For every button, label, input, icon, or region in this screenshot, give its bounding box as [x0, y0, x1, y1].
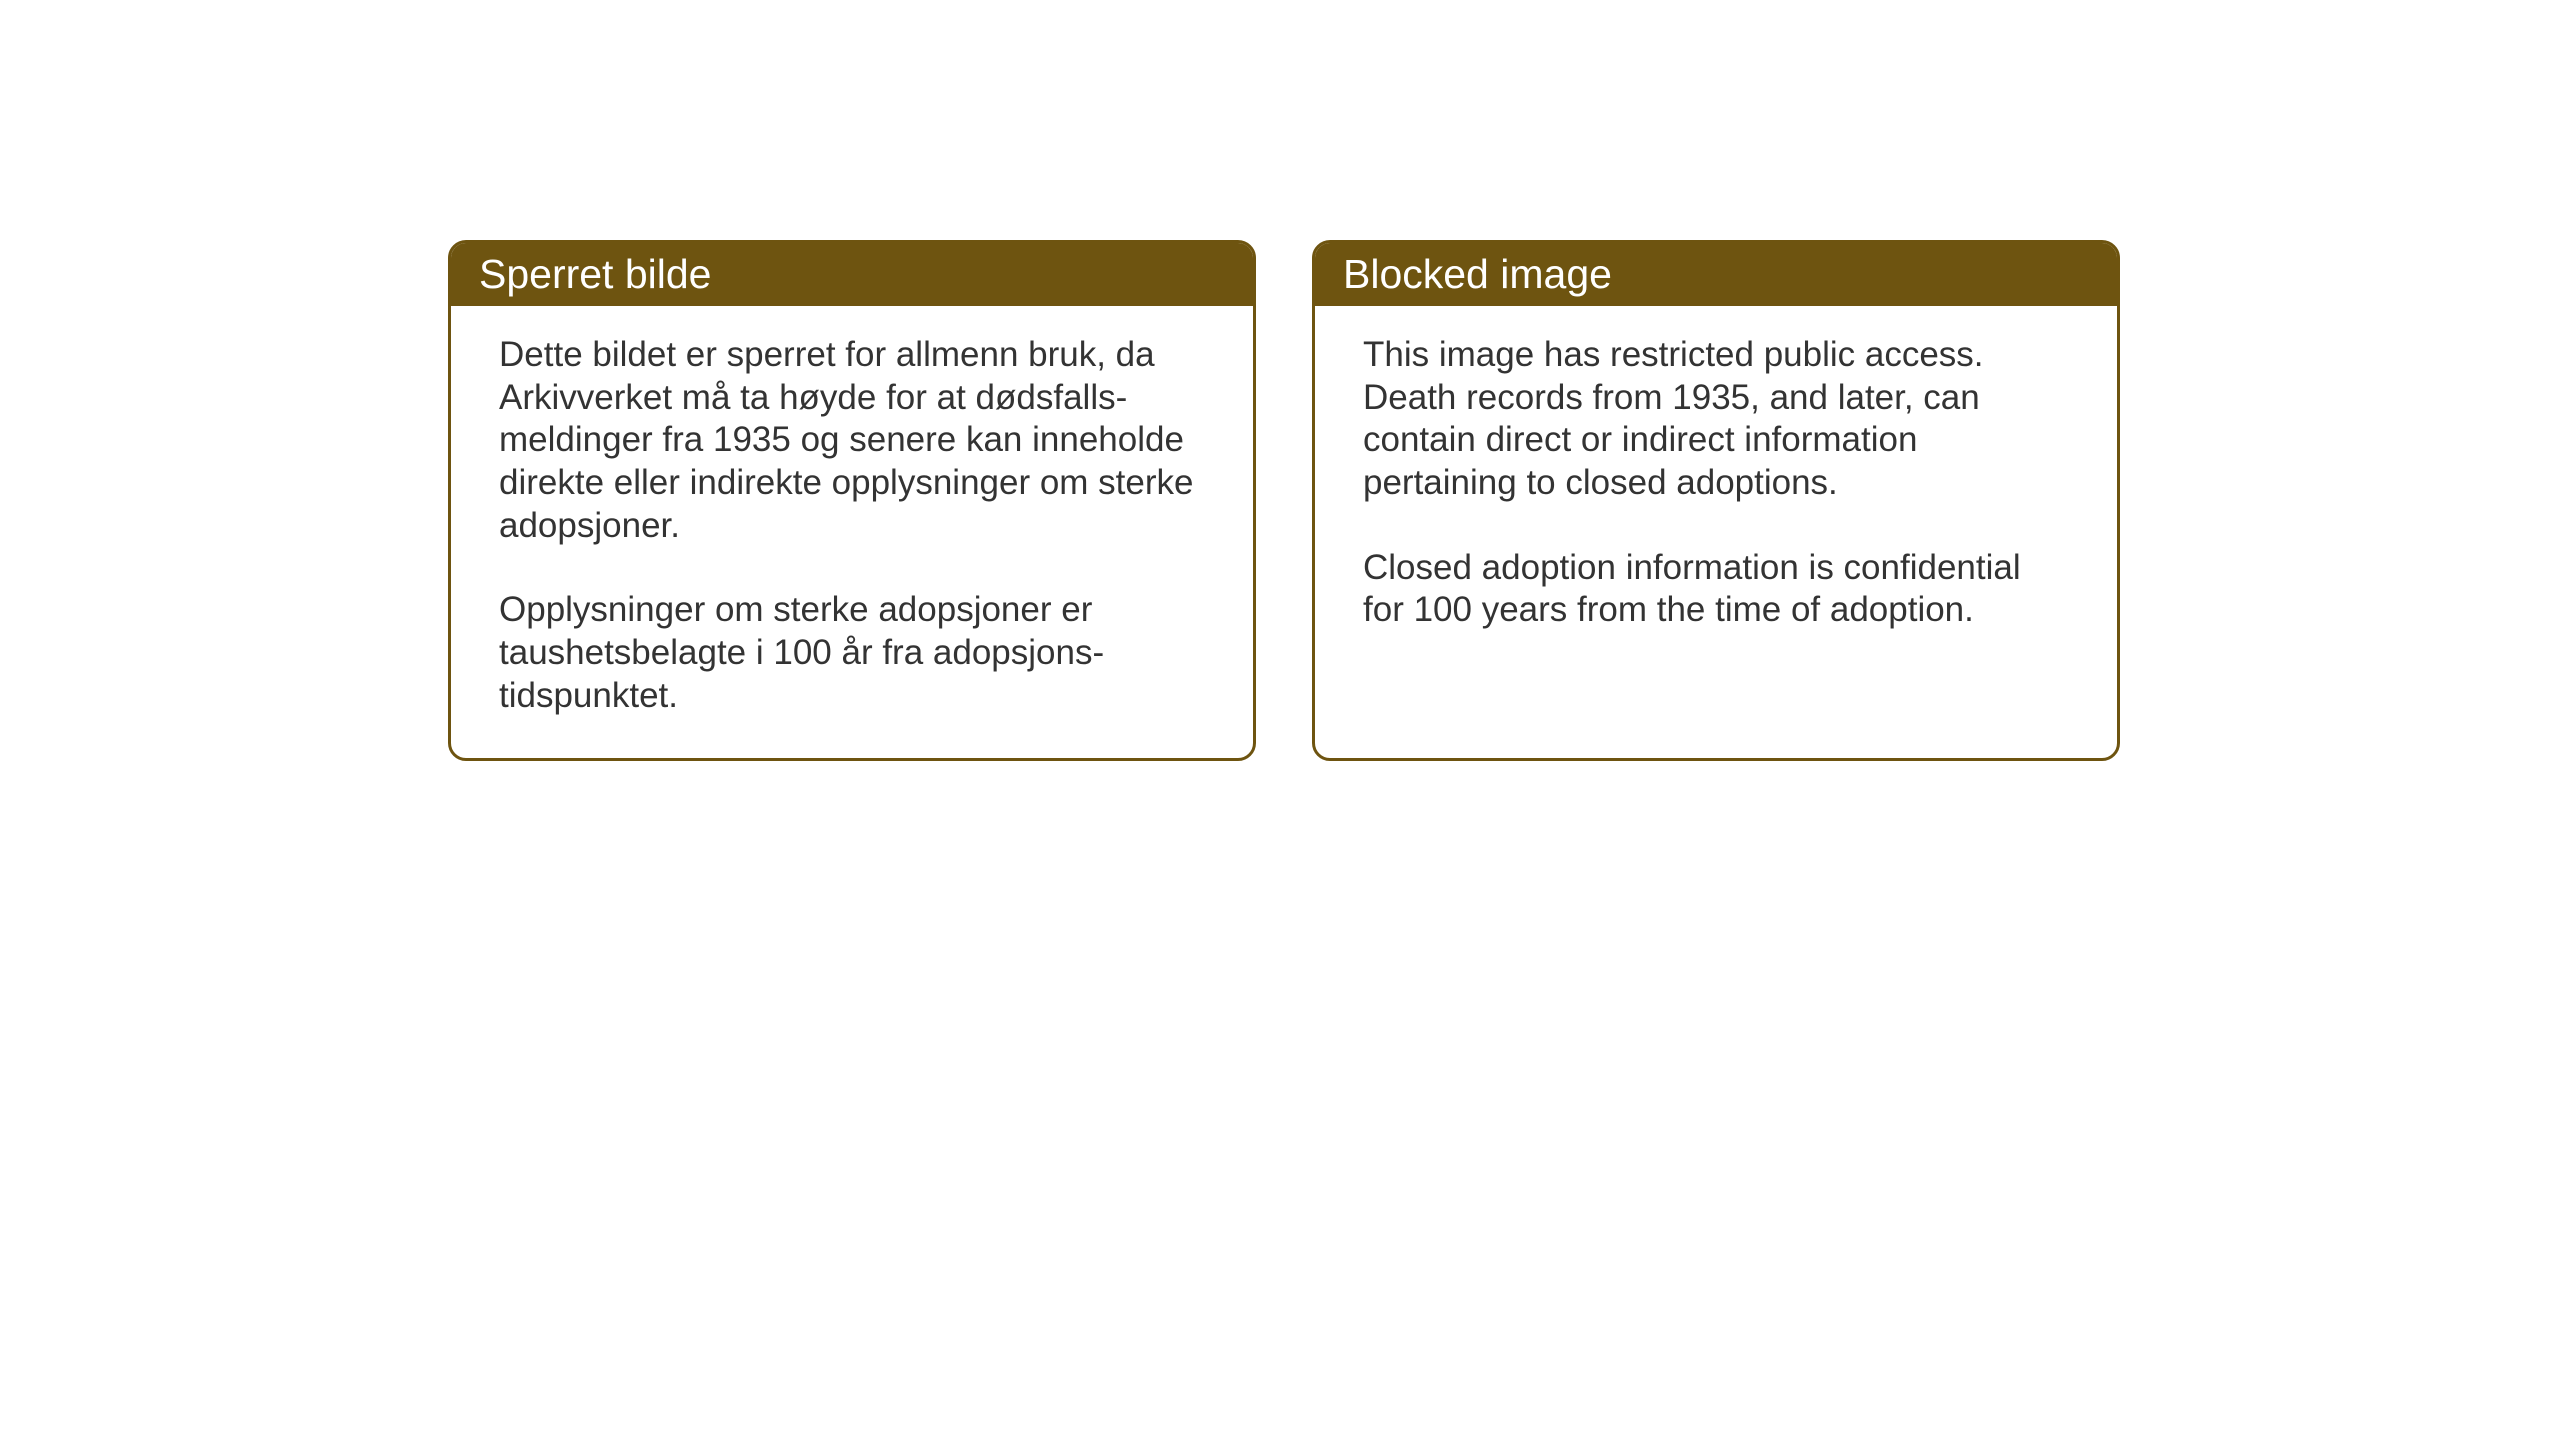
cards-container: Sperret bilde Dette bildet er sperret fo…	[448, 240, 2120, 761]
card-body-norwegian: Dette bildet er sperret for allmenn bruk…	[451, 306, 1253, 758]
card-header-norwegian: Sperret bilde	[451, 243, 1253, 306]
card-paragraph-1-english: This image has restricted public access.…	[1363, 334, 2069, 505]
card-body-english: This image has restricted public access.…	[1315, 306, 2117, 758]
blocked-image-card-norwegian: Sperret bilde Dette bildet er sperret fo…	[448, 240, 1256, 761]
card-header-english: Blocked image	[1315, 243, 2117, 306]
card-paragraph-2-norwegian: Opplysninger om sterke adopsjoner er tau…	[499, 589, 1205, 717]
card-paragraph-2-english: Closed adoption information is confident…	[1363, 547, 2069, 632]
card-paragraph-1-norwegian: Dette bildet er sperret for allmenn bruk…	[499, 334, 1205, 547]
blocked-image-card-english: Blocked image This image has restricted …	[1312, 240, 2120, 761]
